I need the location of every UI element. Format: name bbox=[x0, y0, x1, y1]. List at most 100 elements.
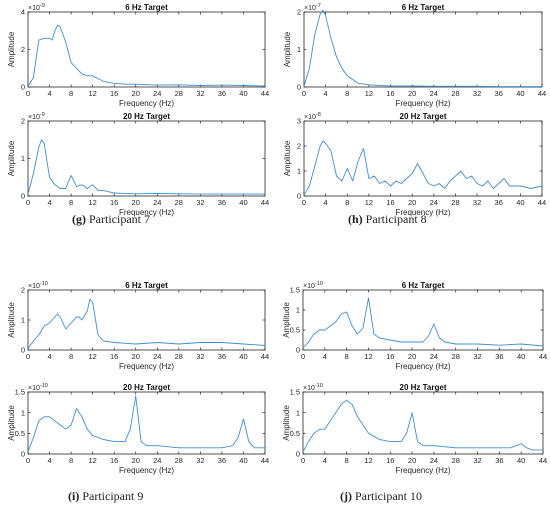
x-tick-label: 16 bbox=[110, 198, 118, 207]
y-exponent-power: -9 bbox=[40, 112, 45, 118]
y-axis-label: Amplitude bbox=[7, 140, 16, 176]
y-tick-label: 4 bbox=[21, 8, 25, 17]
x-tick-label: 24 bbox=[153, 198, 161, 207]
y-exponent: ×10-10 bbox=[303, 383, 323, 392]
chart-title: 6 Hz Target bbox=[402, 281, 445, 290]
x-tick-label: 0 bbox=[301, 456, 305, 465]
y-tick-label: 2 bbox=[21, 45, 25, 54]
x-tick-label: 0 bbox=[301, 352, 305, 361]
x-tick-label: 12 bbox=[88, 89, 96, 98]
y-tick-label: 1 bbox=[21, 408, 25, 417]
x-tick-label: 12 bbox=[364, 456, 372, 465]
y-tick-label: 1 bbox=[296, 408, 300, 417]
x-tick-label: 36 bbox=[218, 456, 226, 465]
series-line bbox=[27, 298, 266, 349]
y-tick-label: 0 bbox=[21, 83, 25, 92]
x-tick-label: 4 bbox=[323, 456, 327, 465]
caption-letter: (h) bbox=[348, 212, 363, 226]
x-tick-label: 44 bbox=[539, 456, 547, 465]
y-exponent-base: ×10 bbox=[28, 114, 40, 121]
chart-title: 6 Hz Target bbox=[402, 3, 445, 12]
caption-letter: (i) bbox=[68, 489, 80, 503]
x-tick-label: 28 bbox=[451, 89, 459, 98]
y-tick-label: 2 bbox=[21, 286, 25, 295]
plot-frame bbox=[303, 120, 543, 197]
plot-frame bbox=[27, 11, 266, 88]
x-tick-label: 20 bbox=[408, 198, 416, 207]
chart-title: 6 Hz Target bbox=[125, 3, 168, 12]
x-tick-label: 36 bbox=[218, 352, 226, 361]
x-tick-label: 32 bbox=[196, 352, 204, 361]
caption-text: Participant 9 bbox=[79, 489, 144, 503]
y-tick-label: 0 bbox=[296, 346, 300, 355]
x-axis-label: Frequency (Hz) bbox=[119, 362, 174, 371]
series-line bbox=[27, 24, 266, 87]
x-tick-label: 0 bbox=[302, 198, 306, 207]
x-tick-label: 32 bbox=[196, 89, 204, 98]
series-line bbox=[303, 9, 542, 88]
x-tick-label: 40 bbox=[516, 198, 524, 207]
x-tick-label: 44 bbox=[538, 198, 546, 207]
y-tick-label: 0 bbox=[21, 450, 25, 459]
x-tick-label: 24 bbox=[430, 89, 438, 98]
chart-title: 20 Hz Target bbox=[400, 383, 447, 392]
plot-frame bbox=[302, 289, 544, 351]
x-tick-label: 8 bbox=[69, 89, 73, 98]
y-exponent-base: ×10 bbox=[28, 385, 40, 392]
y-axis-label: Amplitude bbox=[283, 140, 292, 176]
x-axis-label: Frequency (Hz) bbox=[395, 208, 450, 217]
y-tick-label: 1.5 bbox=[290, 388, 300, 397]
x-tick-label: 20 bbox=[132, 89, 140, 98]
x-tick-label: 40 bbox=[239, 456, 247, 465]
x-tick-label: 36 bbox=[218, 89, 226, 98]
x-tick-label: 16 bbox=[386, 352, 394, 361]
y-exponent-power: -10 bbox=[40, 383, 48, 389]
x-tick-label: 20 bbox=[132, 198, 140, 207]
y-tick-label: 3 bbox=[297, 117, 301, 126]
y-axis-label: Amplitude bbox=[283, 31, 292, 67]
x-tick-label: 36 bbox=[495, 352, 503, 361]
x-axis-label: Frequency (Hz) bbox=[395, 466, 450, 475]
x-tick-label: 16 bbox=[386, 89, 394, 98]
x-tick-label: 4 bbox=[323, 352, 327, 361]
y-exponent: ×10-10 bbox=[28, 281, 48, 290]
y-axis-label: Amplitude bbox=[282, 302, 291, 338]
x-axis-label: Frequency (Hz) bbox=[395, 99, 450, 108]
x-tick-label: 28 bbox=[451, 198, 459, 207]
x-tick-label: 20 bbox=[408, 352, 416, 361]
x-tick-label: 24 bbox=[430, 198, 438, 207]
x-tick-label: 32 bbox=[473, 456, 481, 465]
y-tick-label: 0.5 bbox=[15, 429, 25, 438]
y-tick-label: 1 bbox=[297, 167, 301, 176]
x-tick-label: 28 bbox=[175, 456, 183, 465]
x-tick-label: 4 bbox=[324, 198, 328, 207]
x-tick-label: 44 bbox=[261, 89, 269, 98]
y-exponent-base: ×10 bbox=[303, 385, 315, 392]
x-tick-label: 32 bbox=[196, 456, 204, 465]
caption-participant-10: (j) Participant 10 bbox=[340, 489, 422, 504]
x-tick-label: 44 bbox=[261, 456, 269, 465]
caption-letter: (j) bbox=[340, 489, 352, 503]
y-exponent-power: -10 bbox=[40, 281, 48, 287]
x-tick-label: 36 bbox=[495, 89, 503, 98]
series-line bbox=[302, 297, 544, 349]
x-tick-label: 20 bbox=[132, 352, 140, 361]
y-tick-label: 2 bbox=[297, 8, 301, 17]
y-tick-label: 1 bbox=[297, 45, 301, 54]
y-exponent-base: ×10 bbox=[28, 5, 40, 12]
x-tick-label: 24 bbox=[153, 456, 161, 465]
x-tick-label: 40 bbox=[239, 89, 247, 98]
x-axis-label: Frequency (Hz) bbox=[119, 466, 174, 475]
x-tick-label: 32 bbox=[473, 352, 481, 361]
x-tick-label: 20 bbox=[132, 456, 140, 465]
x-tick-label: 16 bbox=[386, 198, 394, 207]
plot-frame bbox=[27, 120, 266, 197]
y-exponent: ×10-9 bbox=[28, 3, 45, 12]
x-tick-label: 8 bbox=[345, 456, 349, 465]
x-tick-label: 4 bbox=[47, 89, 51, 98]
y-exponent-power: -7 bbox=[316, 3, 321, 9]
